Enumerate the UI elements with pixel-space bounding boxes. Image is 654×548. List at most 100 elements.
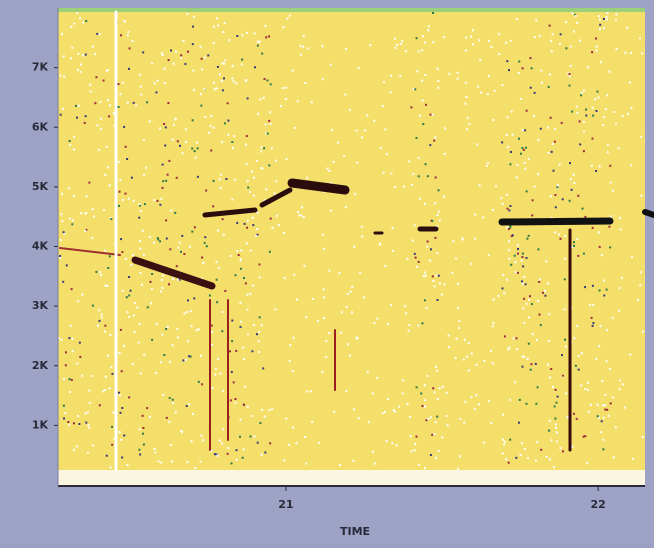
noise-dot	[591, 137, 594, 140]
noise-dot	[457, 307, 460, 310]
noise-dot	[76, 12, 79, 15]
noise-dot	[555, 427, 557, 429]
noise-dot	[69, 391, 72, 393]
noise-dot	[275, 180, 278, 183]
noise-dot	[128, 67, 130, 70]
noise-dot	[139, 204, 141, 207]
noise-dot	[195, 329, 198, 332]
noise-dot	[344, 206, 347, 209]
noise-dot	[255, 235, 258, 238]
streak	[202, 207, 258, 218]
noise-dot	[431, 113, 434, 116]
noise-dot	[584, 215, 587, 218]
noise-dot	[630, 52, 632, 54]
noise-dot	[601, 380, 604, 382]
noise-dot	[569, 65, 572, 67]
noise-dot	[379, 243, 381, 246]
noise-dot	[565, 392, 568, 395]
noise-dot	[458, 320, 461, 323]
noise-dot	[437, 449, 440, 452]
noise-dot	[518, 60, 521, 63]
noise-dot	[186, 461, 189, 464]
noise-dot	[296, 298, 298, 301]
noise-dot	[257, 340, 260, 343]
noise-dot	[599, 23, 602, 26]
noise-dot	[197, 380, 200, 383]
noise-dot	[274, 159, 277, 162]
noise-dot	[597, 15, 600, 18]
noise-dot	[112, 411, 115, 414]
noise-dot	[162, 393, 165, 396]
noise-dot	[168, 283, 170, 286]
noise-dot	[565, 47, 568, 50]
noise-dot	[73, 22, 76, 25]
noise-dot	[462, 238, 465, 241]
noise-dot	[64, 412, 67, 415]
noise-dot	[391, 227, 394, 229]
noise-dot	[629, 353, 632, 356]
noise-dot	[173, 123, 175, 126]
noise-dot	[505, 134, 508, 137]
noise-dot	[232, 381, 235, 384]
noise-dot	[239, 267, 242, 270]
noise-dot	[192, 25, 194, 28]
noise-dot	[63, 232, 66, 235]
noise-dot	[424, 274, 427, 277]
noise-dot	[551, 142, 554, 145]
noise-dot	[81, 54, 84, 57]
noise-dot	[201, 277, 203, 280]
noise-dot	[423, 384, 426, 387]
noise-dot	[214, 367, 217, 370]
noise-dot	[169, 248, 172, 251]
noise-dot	[251, 170, 254, 173]
noise-dot	[591, 51, 594, 54]
noise-dot	[153, 82, 156, 85]
noise-dot	[466, 128, 469, 131]
noise-dot	[414, 443, 417, 446]
noise-dot	[160, 461, 163, 464]
noise-dot	[73, 135, 76, 138]
noise-dot	[491, 325, 494, 328]
noise-dot	[464, 400, 467, 403]
noise-dot	[61, 33, 63, 36]
noise-dot	[95, 76, 98, 79]
noise-dot	[356, 337, 359, 340]
noise-dot	[230, 462, 233, 465]
noise-dot	[437, 189, 440, 192]
noise-dot	[65, 351, 67, 354]
noise-dot	[603, 116, 606, 119]
noise-dot	[69, 324, 72, 327]
noise-dot	[426, 175, 429, 178]
noise-dot	[292, 426, 294, 429]
noise-dot	[142, 253, 145, 256]
noise-dot	[517, 248, 519, 250]
noise-dot	[502, 274, 505, 277]
noise-dot	[349, 290, 352, 293]
noise-dot	[560, 121, 563, 124]
noise-dot	[424, 271, 426, 274]
noise-dot	[584, 388, 587, 390]
noise-dot	[98, 319, 101, 322]
noise-dot	[467, 369, 470, 372]
noise-dot	[348, 108, 351, 111]
y-tick-label: 4K	[32, 240, 49, 253]
streak	[259, 187, 293, 208]
noise-dot	[424, 399, 427, 402]
noise-dot	[258, 351, 261, 353]
noise-dot	[436, 415, 439, 418]
noise-dot	[246, 97, 249, 100]
noise-dot	[216, 65, 219, 68]
noise-dot	[581, 207, 584, 210]
noise-dot	[126, 464, 129, 466]
noise-dot	[436, 299, 439, 301]
noise-dot	[521, 280, 523, 283]
noise-dot	[527, 158, 530, 161]
noise-dot	[609, 246, 612, 249]
noise-dot	[104, 389, 107, 392]
noise-dot	[261, 52, 264, 55]
noise-dot	[253, 324, 256, 326]
noise-dot	[333, 410, 336, 413]
noise-dot	[77, 52, 80, 55]
noise-dot	[564, 338, 566, 341]
noise-dot	[531, 199, 534, 202]
